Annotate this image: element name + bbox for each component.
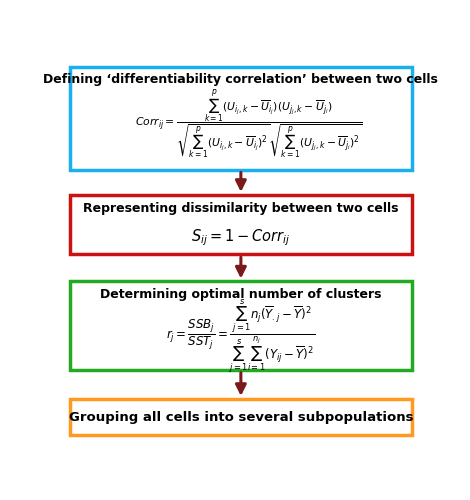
- Text: $Corr_{ij} = \dfrac{\sum_{k=1}^{p}(U_{i_j,k}-\overline{U}_{i_j})(U_{j_j,k}-\over: $Corr_{ij} = \dfrac{\sum_{k=1}^{p}(U_{i_…: [134, 88, 362, 160]
- Text: $r_j = \dfrac{SSB_j}{SST_j} = \dfrac{\sum_{j=1}^{s} n_j(\overline{Y}_{.j} - \ove: $r_j = \dfrac{SSB_j}{SST_j} = \dfrac{\su…: [166, 298, 315, 375]
- FancyBboxPatch shape: [70, 282, 412, 370]
- FancyBboxPatch shape: [70, 66, 412, 170]
- Text: Representing dissimilarity between two cells: Representing dissimilarity between two c…: [83, 202, 399, 214]
- FancyBboxPatch shape: [70, 399, 412, 436]
- Text: $S_{ij} = 1 - Corr_{ij}$: $S_{ij} = 1 - Corr_{ij}$: [191, 228, 290, 248]
- Text: Determining optimal number of clusters: Determining optimal number of clusters: [100, 288, 382, 300]
- FancyBboxPatch shape: [70, 194, 412, 254]
- Text: Grouping all cells into several subpopulations: Grouping all cells into several subpopul…: [69, 410, 413, 424]
- Text: Defining ‘differentiability correlation’ between two cells: Defining ‘differentiability correlation’…: [43, 74, 439, 86]
